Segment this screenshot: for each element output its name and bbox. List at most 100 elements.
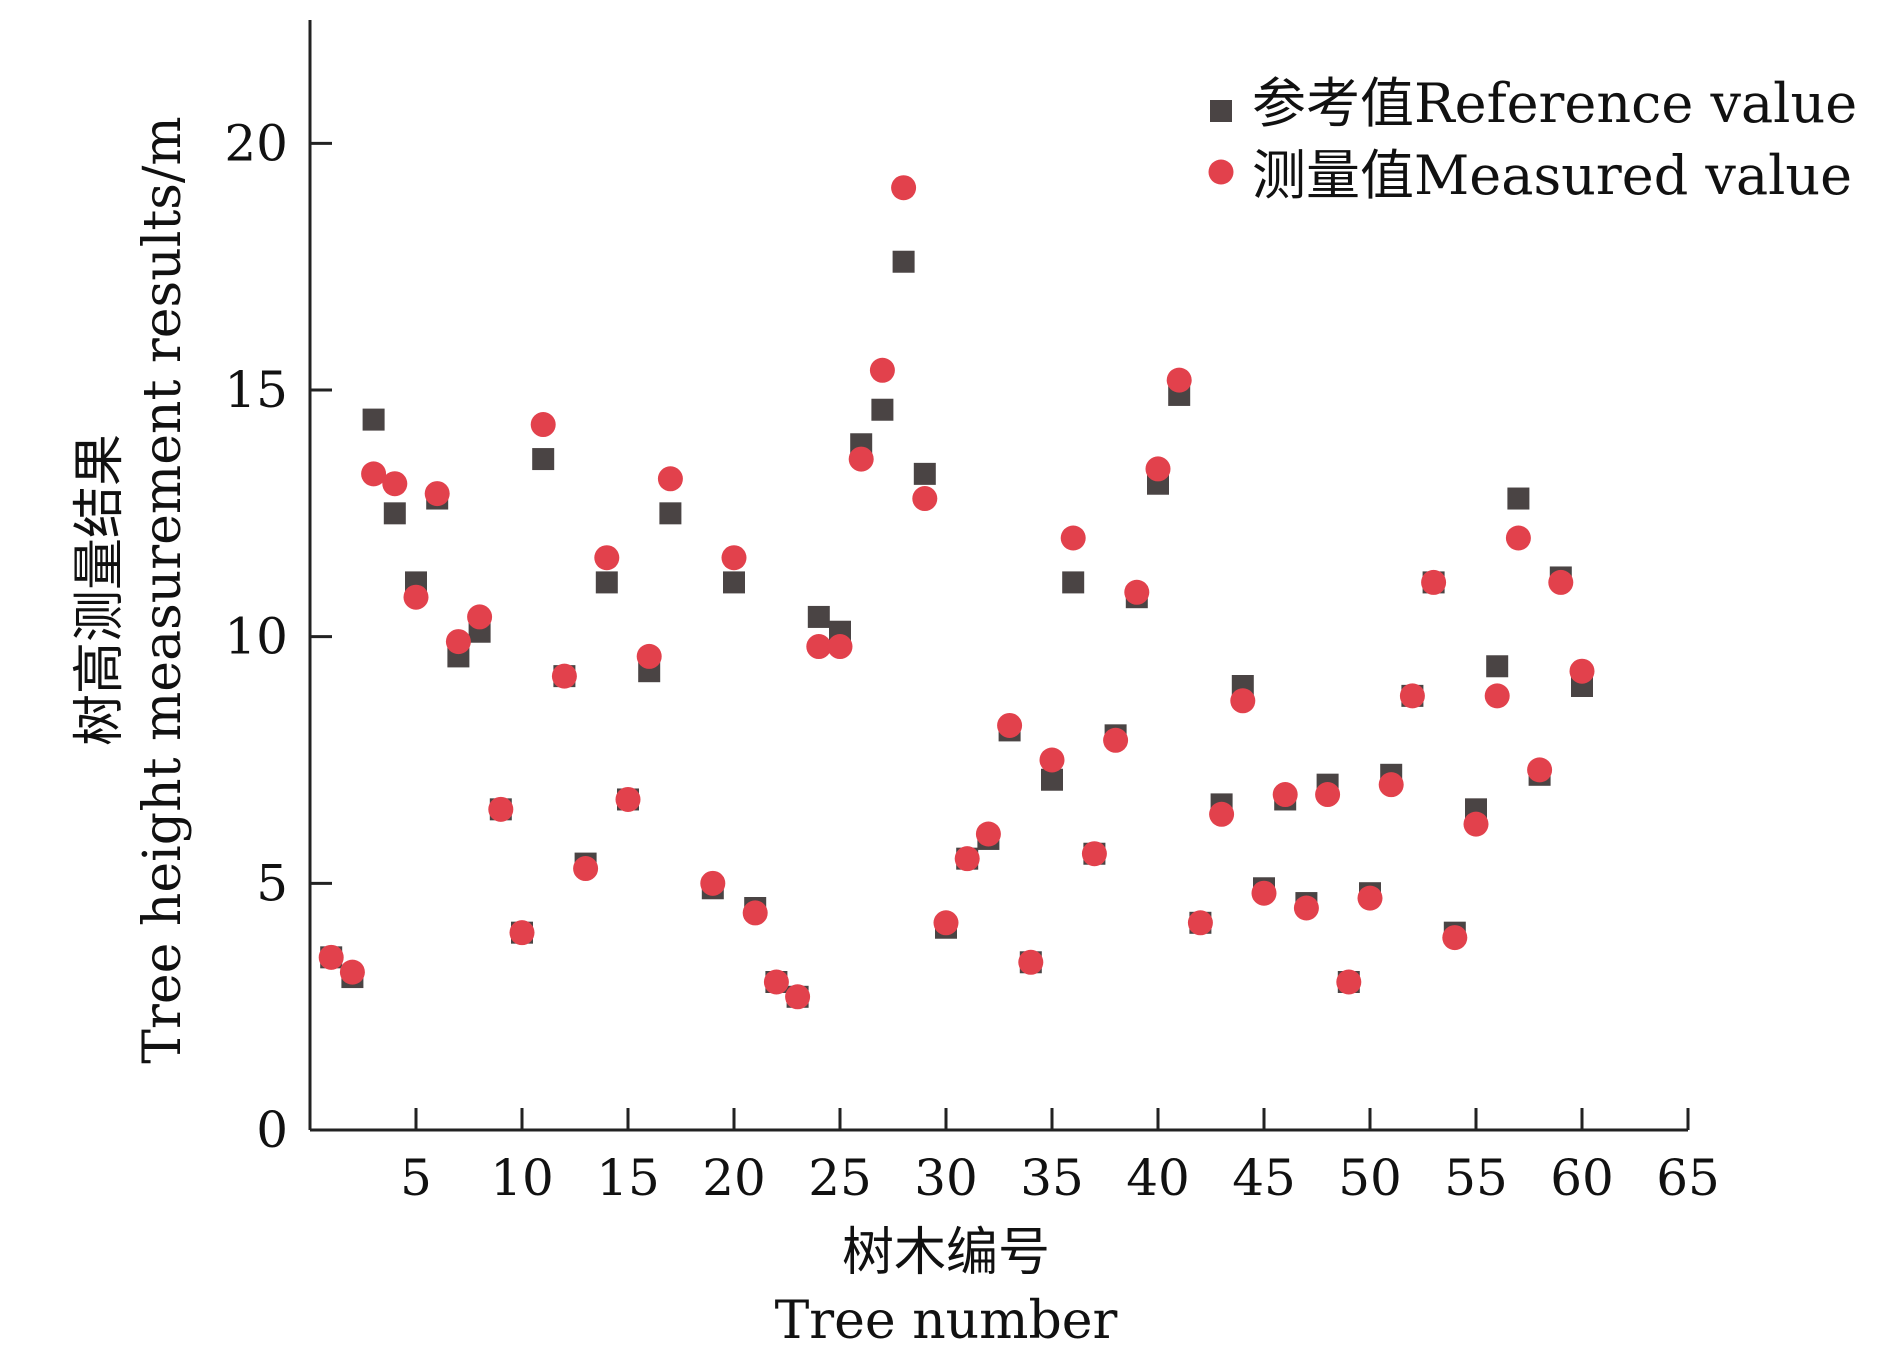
measured-point [1145,456,1171,482]
measured-point [530,412,556,438]
x-axis-title-chinese: 树木编号 [842,1223,1050,1283]
reference-point [913,462,936,485]
x-tick-label: 20 [702,1149,766,1207]
y-tick-label: 5 [256,854,288,912]
y-axis-title-english: Tree height measurement results/m [133,116,193,1063]
legend-label-reference: 参考值Reference value [1252,72,1857,135]
measured-point [509,920,535,946]
reference-point [1486,655,1509,678]
y-tick-label: 0 [256,1101,288,1159]
reference-point [595,571,618,594]
measured-point [1081,841,1107,867]
x-tick-label: 25 [808,1149,872,1207]
reference-point [723,571,745,594]
y-tick-label: 20 [224,114,288,172]
measured-point [1399,683,1425,709]
y-axis-ticks: 0 5 10 15 20 [224,114,332,1159]
measured-point [912,486,938,512]
legend: 参考值Reference value 测量值Measured value [1208,72,1857,207]
x-tick-label: 65 [1656,1149,1720,1207]
measured-point [339,959,365,985]
data-points [318,175,1595,1010]
reference-point [871,398,894,421]
measured-point [700,870,726,896]
measured-point [1505,525,1531,551]
measured-point [997,712,1023,738]
measured-point [1103,727,1129,753]
measured-point [1293,895,1319,921]
reference-point [1041,768,1063,791]
measured-point [1060,525,1086,551]
measured-point [1442,925,1468,951]
reference-point [1062,571,1085,594]
measured-point [1315,782,1341,808]
measured-point [1463,811,1489,837]
measured-point [467,604,493,630]
legend-marker-reference [1210,100,1232,122]
x-tick-label: 60 [1550,1149,1614,1207]
measured-point [785,984,811,1010]
x-tick-label: 50 [1338,1149,1402,1207]
measured-point [1569,658,1595,684]
measured-point [382,471,408,497]
x-axis-title-english: Tree number [775,1291,1118,1351]
reference-point [1507,487,1530,510]
x-axis-ticks: 5 10 15 20 25 30 35 40 45 50 55 60 65 [400,1108,1720,1207]
measured-point [742,900,768,926]
measured-point [573,856,599,882]
measured-point [1251,880,1277,906]
measured-point [869,357,895,383]
measured-point [848,446,874,472]
measured-point [551,663,577,689]
legend-marker-measured [1208,159,1234,185]
x-tick-label: 45 [1232,1149,1296,1207]
measured-point [1548,569,1574,595]
measured-point [657,466,683,492]
measured-point [615,786,641,812]
measured-point [1421,569,1447,595]
measured-point [1018,949,1044,975]
measured-point [488,796,514,822]
measured-point [933,910,959,936]
x-tick-label: 55 [1444,1149,1508,1207]
measured-point [1484,683,1510,709]
measured-point [827,634,853,660]
x-tick-label: 15 [596,1149,660,1207]
y-tick-label: 10 [224,608,288,666]
measured-point [1166,367,1192,393]
measured-point [1039,747,1065,773]
reference-point [383,502,406,525]
reference-point [892,250,915,273]
x-tick-label: 10 [490,1149,554,1207]
y-tick-label: 15 [224,361,288,419]
reference-point [532,448,555,471]
x-tick-label: 40 [1126,1149,1190,1207]
measured-point [594,545,620,571]
measured-point [361,461,387,487]
measured-point [1124,579,1150,605]
measured-point [721,545,747,571]
measured-point [424,481,450,507]
measured-point [891,175,917,201]
measured-point [806,634,832,660]
measured-point [1336,969,1362,995]
measured-point [445,629,471,655]
measured-point [1357,885,1383,911]
y-axis-title-chinese: 树高测量结果 [70,434,130,746]
measured-point [318,944,344,970]
measured-point [636,643,662,669]
reference-point [807,605,830,628]
reference-point [362,408,385,431]
measured-point [954,846,980,872]
measured-point [403,584,429,610]
measured-point [763,969,789,995]
measured-point [1378,772,1404,798]
x-tick-label: 35 [1020,1149,1084,1207]
measured-point [1230,688,1256,714]
measured-point [1272,782,1298,808]
measured-point [1187,910,1213,936]
x-tick-label: 30 [914,1149,978,1207]
measured-point [1527,757,1553,783]
